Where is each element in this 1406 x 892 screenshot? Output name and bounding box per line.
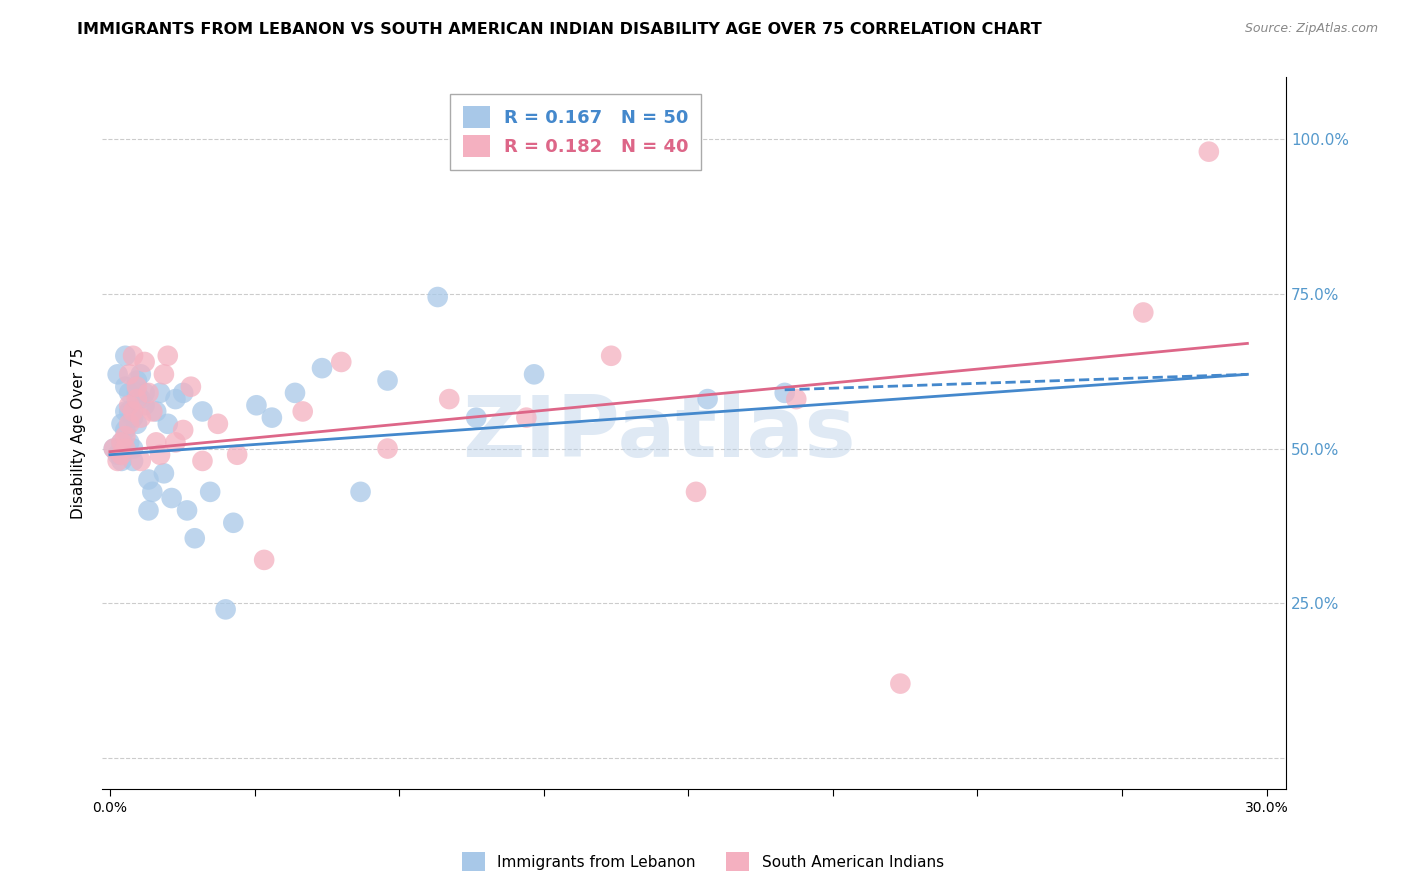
Point: [114, 380, 136, 394]
Point: [685, 484, 707, 499]
Point: [122, 404, 145, 418]
Point: [103, 442, 125, 456]
Point: [260, 410, 283, 425]
Point: [141, 484, 163, 499]
Point: [145, 435, 167, 450]
Point: [600, 349, 623, 363]
Point: [198, 484, 221, 499]
Point: [222, 516, 245, 530]
Point: [129, 410, 152, 425]
Point: [377, 374, 399, 388]
Point: [1198, 145, 1220, 159]
Point: [165, 392, 187, 406]
Point: [226, 448, 249, 462]
Text: Source: ZipAtlas.com: Source: ZipAtlas.com: [1244, 22, 1378, 36]
Point: [138, 503, 160, 517]
Point: [515, 410, 537, 425]
Point: [172, 385, 194, 400]
Point: [523, 368, 546, 382]
Point: [118, 435, 141, 450]
Point: [1132, 305, 1154, 319]
Point: [118, 417, 141, 431]
Point: [426, 290, 449, 304]
Point: [103, 442, 125, 456]
Point: [134, 398, 156, 412]
Point: [125, 385, 148, 400]
Point: [176, 503, 198, 517]
Point: [118, 404, 141, 418]
Point: [377, 442, 399, 456]
Point: [107, 368, 129, 382]
Point: [138, 385, 160, 400]
Point: [172, 423, 194, 437]
Point: [114, 429, 136, 443]
Point: [184, 531, 207, 545]
Point: [129, 368, 152, 382]
Point: [110, 417, 132, 431]
Point: [110, 435, 132, 450]
Point: [465, 410, 488, 425]
Point: [114, 349, 136, 363]
Point: [110, 448, 132, 462]
Y-axis label: Disability Age Over 75: Disability Age Over 75: [72, 348, 86, 519]
Text: IMMIGRANTS FROM LEBANON VS SOUTH AMERICAN INDIAN DISABILITY AGE OVER 75 CORRELAT: IMMIGRANTS FROM LEBANON VS SOUTH AMERICA…: [77, 22, 1042, 37]
Point: [214, 602, 236, 616]
Point: [156, 349, 179, 363]
Point: [311, 361, 333, 376]
Point: [125, 392, 148, 406]
Point: [107, 448, 129, 462]
Point: [156, 417, 179, 431]
Point: [180, 380, 202, 394]
Legend: Immigrants from Lebanon, South American Indians: Immigrants from Lebanon, South American …: [456, 847, 950, 877]
Point: [122, 442, 145, 456]
Point: [330, 355, 353, 369]
Point: [122, 410, 145, 425]
Point: [291, 404, 314, 418]
Point: [129, 454, 152, 468]
Point: [785, 392, 807, 406]
Point: [696, 392, 718, 406]
Point: [125, 380, 148, 394]
Text: ZIPatlas: ZIPatlas: [461, 392, 855, 475]
Point: [207, 417, 229, 431]
Point: [773, 385, 796, 400]
Point: [160, 491, 183, 505]
Point: [245, 398, 267, 412]
Point: [141, 404, 163, 418]
Point: [149, 448, 172, 462]
Point: [138, 473, 160, 487]
Point: [118, 368, 141, 382]
Point: [153, 368, 176, 382]
Point: [118, 398, 141, 412]
Point: [145, 404, 167, 418]
Point: [191, 454, 214, 468]
Point: [284, 385, 307, 400]
Point: [110, 435, 132, 450]
Point: [439, 392, 461, 406]
Point: [114, 423, 136, 437]
Point: [153, 467, 176, 481]
Point: [114, 442, 136, 456]
Point: [165, 435, 187, 450]
Point: [129, 392, 152, 406]
Point: [125, 417, 148, 431]
Point: [118, 385, 141, 400]
Point: [149, 385, 172, 400]
Point: [349, 484, 371, 499]
Point: [889, 676, 911, 690]
Legend: R = 0.167   N = 50, R = 0.182   N = 40: R = 0.167 N = 50, R = 0.182 N = 40: [450, 94, 702, 170]
Point: [191, 404, 214, 418]
Point: [134, 385, 156, 400]
Point: [122, 454, 145, 468]
Point: [134, 355, 156, 369]
Point: [110, 454, 132, 468]
Point: [122, 349, 145, 363]
Point: [253, 553, 276, 567]
Point: [125, 374, 148, 388]
Point: [114, 404, 136, 418]
Point: [107, 454, 129, 468]
